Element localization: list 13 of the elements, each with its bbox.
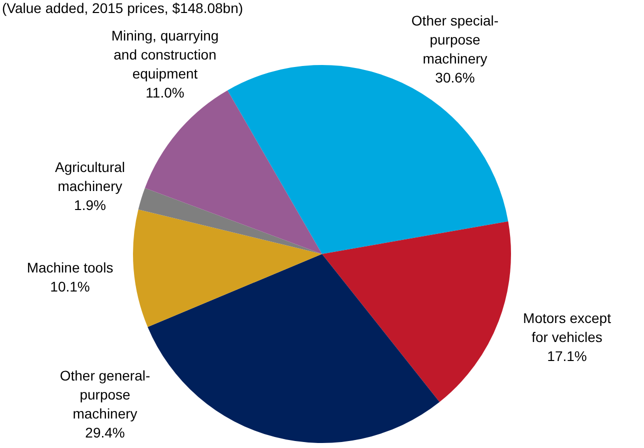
- data-label: 29.4%: [85, 424, 125, 440]
- data-label: 10.1%: [50, 278, 90, 294]
- chart-subtitle: (Value added, 2015 prices, $148.08bn): [2, 0, 244, 16]
- slice-label: Other general-purpose machinery: [60, 367, 150, 422]
- slice-label: Mining, quarrying and construction equipment: [111, 27, 219, 82]
- data-label: 17.1%: [547, 348, 587, 364]
- slice-label: Agricultural machinery: [54, 158, 126, 194]
- slice-label: Motors except for vehicles: [523, 310, 612, 345]
- slice-label: Other special-purpose machinery: [411, 12, 499, 66]
- data-label: 30.6%: [435, 69, 475, 86]
- data-label: 11.0%: [146, 84, 184, 100]
- slice-label: Machine tools: [26, 259, 114, 276]
- data-label: 1.9%: [74, 196, 106, 213]
